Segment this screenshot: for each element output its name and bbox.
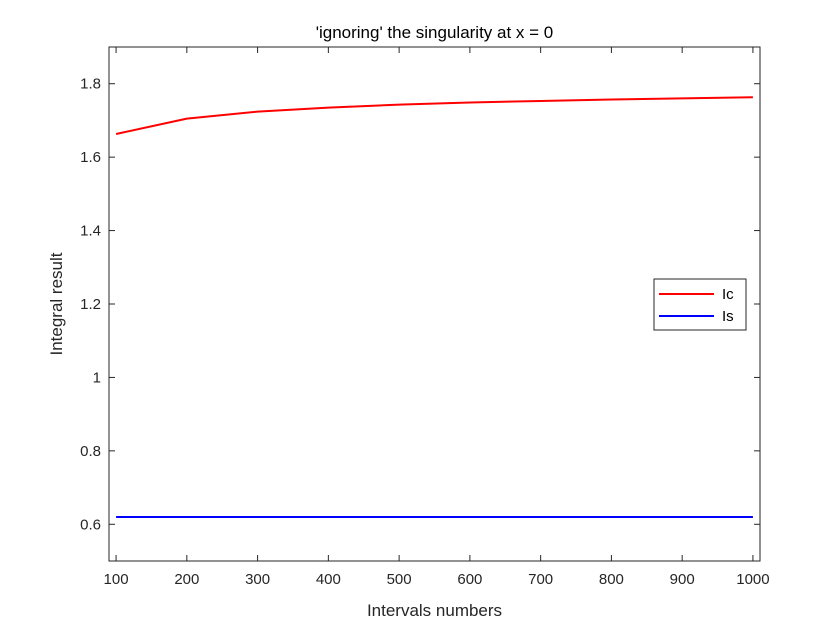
- y-tick-label: 1.6: [80, 149, 101, 166]
- x-tick-label: 400: [316, 571, 341, 588]
- y-tick-label: 0.8: [80, 443, 101, 460]
- x-tick-label: 700: [528, 571, 553, 588]
- series-layer: [115, 96, 753, 519]
- y-tick-label: 1.2: [80, 296, 101, 313]
- legend-label-ic: Ic: [722, 286, 734, 303]
- x-tick-label: 800: [599, 571, 624, 588]
- legend-label-is: Is: [722, 308, 734, 325]
- x-tick-label: 600: [457, 571, 482, 588]
- x-tick-label: 100: [104, 571, 129, 588]
- chart-title: 'ignoring' the singularity at x = 0: [316, 23, 554, 42]
- x-tick-label: 500: [387, 571, 412, 588]
- y-tick-label: 1.8: [80, 76, 101, 93]
- plot-area: [109, 47, 760, 561]
- y-axis-label: Integral result: [47, 252, 66, 355]
- y-tick-label: 1: [93, 369, 101, 386]
- series-line-ic: [115, 96, 753, 135]
- legend: Ic Is: [653, 278, 747, 331]
- y-tick-label: 0.6: [80, 516, 101, 533]
- x-tick-label: 1000: [736, 571, 769, 588]
- x-axis-label: Intervals numbers: [367, 601, 502, 620]
- tick-layer: 100 200 300 400 500 600 700 800 900 1000 0.6 0.8 1 1.…: [80, 47, 770, 588]
- x-tick-label: 300: [245, 571, 270, 588]
- x-tick-label: 900: [670, 571, 695, 588]
- x-tick-label: 200: [174, 571, 199, 588]
- y-tick-label: 1.4: [80, 223, 101, 240]
- legend-box: [653, 278, 747, 331]
